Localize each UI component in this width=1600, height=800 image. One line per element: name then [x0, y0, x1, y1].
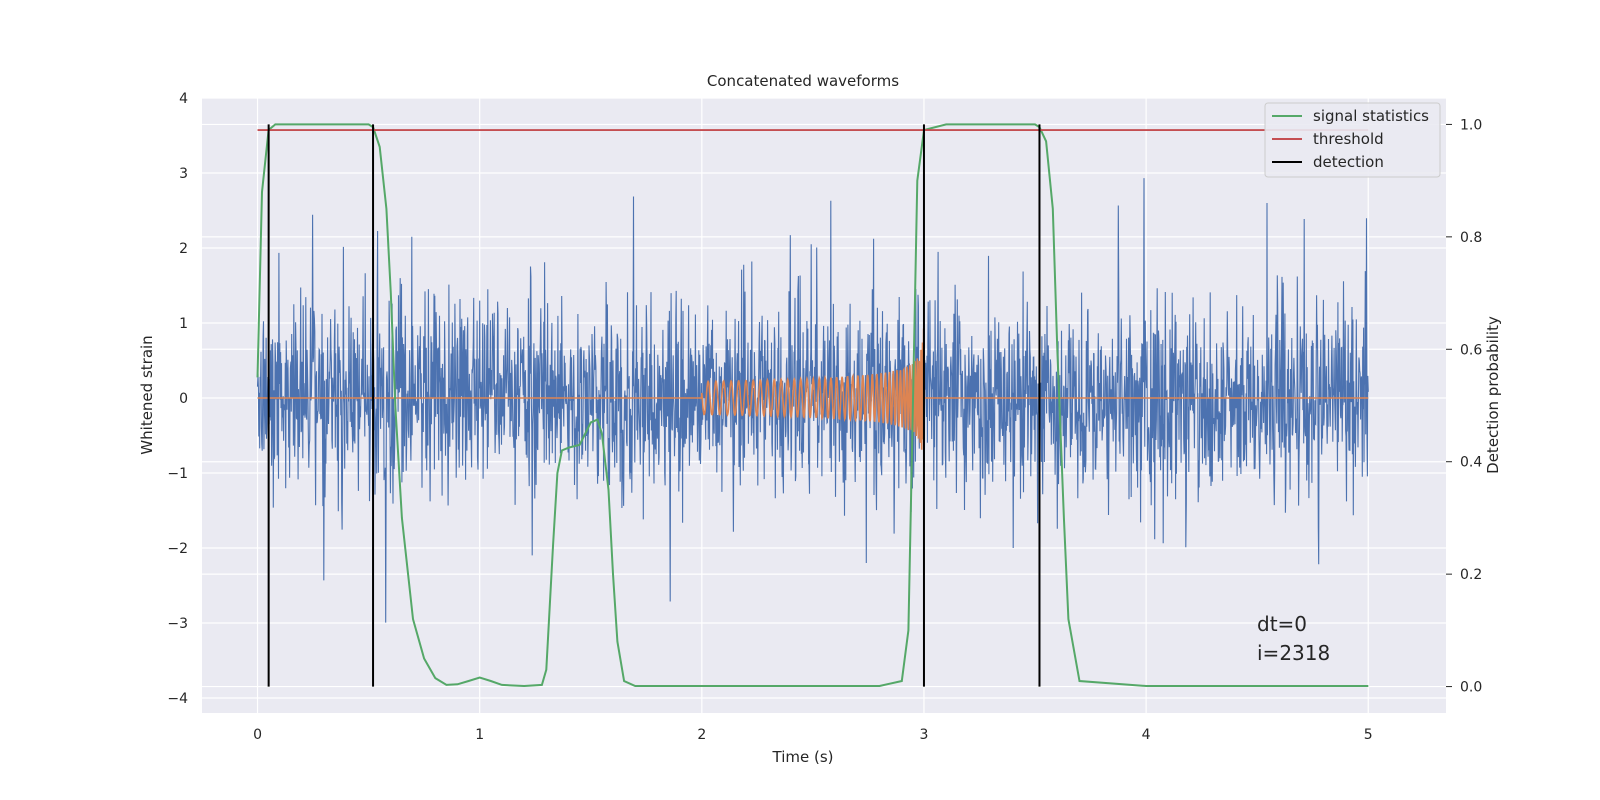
y-left-tick-label: −1 [167, 466, 188, 482]
annotation-dt: dt=0 [1257, 612, 1307, 636]
x-tick-label: 1 [475, 727, 484, 743]
x-tick-label: 2 [697, 727, 706, 743]
chart-title: Concatenated waveforms [707, 72, 899, 90]
y-left-tick-label: −2 [167, 541, 188, 557]
x-tick-label: 0 [253, 727, 262, 743]
y-left-tick-label: 3 [179, 166, 188, 182]
y-left-tick-label: 4 [179, 91, 188, 107]
annotation-index: i=2318 [1257, 641, 1330, 665]
x-tick-label: 3 [920, 727, 929, 743]
y-right-tick-label: 0.8 [1460, 230, 1482, 246]
y-right-tick-label: 0.2 [1460, 567, 1482, 583]
x-axis-label: Time (s) [772, 748, 834, 766]
series-signal-statistics [256, 123, 1369, 688]
y-axis-label-left: Whitened strain [138, 335, 156, 454]
y-right-tick-label: 1.0 [1460, 117, 1482, 133]
y-right-tick-label: 0.0 [1460, 680, 1482, 696]
y-left-tick-label: −4 [167, 691, 188, 707]
y-left-tick-label: −3 [167, 616, 188, 632]
series-whitened-strain [256, 178, 1369, 623]
legend-label-threshold: threshold [1313, 130, 1384, 148]
y-right-tick-label: 0.4 [1460, 455, 1482, 471]
legend-label-signal-statistics: signal statistics [1313, 107, 1429, 125]
x-tick-label: 5 [1364, 727, 1373, 743]
y-left-tick-label: 1 [179, 316, 188, 332]
x-tick-label: 4 [1142, 727, 1151, 743]
legend-box [1264, 102, 1441, 178]
legend: signal statistics threshold detection [1264, 102, 1441, 178]
legend-label-detection: detection [1313, 153, 1384, 171]
y-right-tick-label: 0.6 [1460, 342, 1482, 358]
series-injected-chirp [257, 328, 1369, 450]
y-left-tick-label: 2 [179, 241, 188, 257]
y-axis-label-right: Detection probability [1484, 316, 1502, 474]
y-left-tick-label: 0 [179, 391, 188, 407]
